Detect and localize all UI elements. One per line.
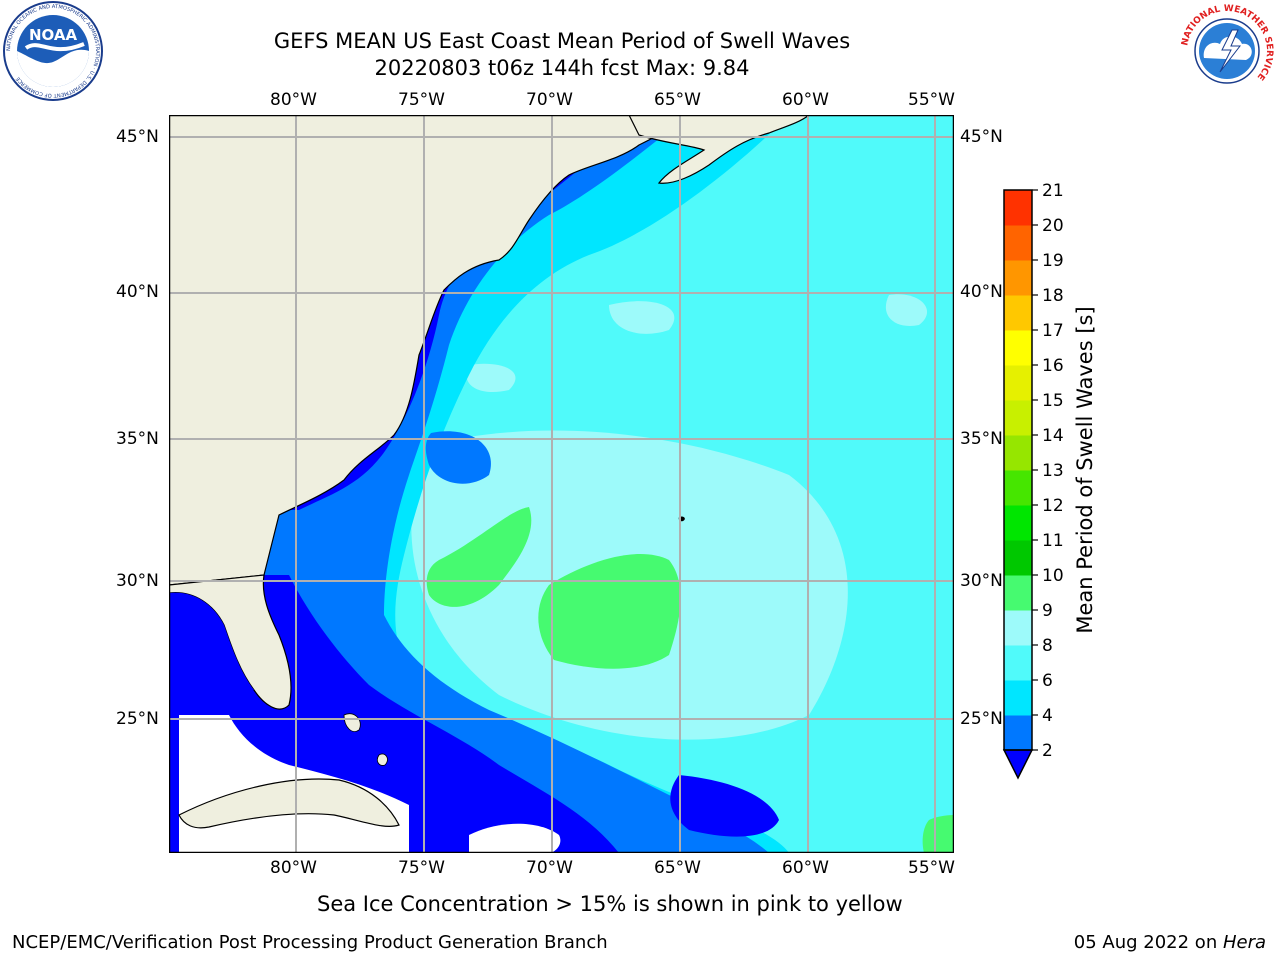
colorbar-band [1004, 295, 1032, 331]
colorbar-extend-triangle [1002, 749, 1034, 780]
lat-tick-left: 35°N [116, 429, 159, 449]
colorbar-band [1004, 400, 1032, 436]
lon-tick-bottom: 60°W [782, 858, 829, 878]
colorbar-tick-label: 2 [1042, 741, 1053, 761]
colorbar-band [1004, 610, 1032, 646]
lat-tick-left: 30°N [116, 571, 159, 591]
lat-tick-left: 40°N [116, 282, 159, 302]
noaa-logo-icon: NOAA NATIONAL OCEANIC AND ATMOSPHERIC AD… [3, 1, 103, 101]
map-graticule [169, 115, 954, 853]
ocean-4s-patch [425, 431, 491, 484]
colorbar-band [1004, 575, 1032, 611]
chart-subtitle: 20220803 t06z 144h fcst Max: 9.84 [374, 56, 750, 80]
ocean-9s-patch [609, 301, 675, 334]
colorbar-band [1004, 365, 1032, 401]
colorbar-tick-label: 16 [1042, 356, 1064, 376]
land-bahamas [377, 753, 388, 766]
colorbar-bands [1002, 189, 1034, 780]
lat-tick-left: 45°N [116, 127, 159, 147]
noaa-logo-text: NOAA [29, 26, 78, 44]
colorbar-tick-label: 19 [1042, 251, 1064, 271]
colorbar-band [1004, 645, 1032, 681]
colorbar-tick-label: 20 [1042, 216, 1064, 236]
colorbar-tick-label: 13 [1042, 461, 1064, 481]
colorbar-tick-label: 18 [1042, 286, 1064, 306]
land-nova-scotia [628, 115, 810, 184]
colorbar-band [1004, 330, 1032, 366]
colorbar-tick-label: 17 [1042, 321, 1064, 341]
nws-logo-icon: NATIONAL WEATHER SERVICE [1177, 1, 1277, 101]
colorbar-band [1004, 470, 1032, 506]
colorbar-band [1004, 505, 1032, 541]
masked-region [469, 823, 561, 853]
lon-tick-bottom: 70°W [526, 858, 573, 878]
lon-tick-top: 65°W [654, 90, 701, 110]
colorbar-band [1004, 680, 1032, 716]
colorbar-label: Mean Period of Swell Waves [s] [1073, 306, 1097, 634]
lon-tick-bottom: 55°W [908, 858, 955, 878]
map-border [169, 115, 954, 853]
colorbar-tick-label: 6 [1042, 671, 1053, 691]
ocean-10s-region [538, 554, 681, 669]
lat-tick-right: 40°N [960, 282, 1003, 302]
footer-right: 05 Aug 2022 on Hera [1074, 932, 1266, 954]
land-cuba [178, 778, 400, 829]
lon-tick-top: 70°W [526, 90, 573, 110]
sea-ice-note: Sea Ice Concentration > 15% is shown in … [317, 892, 903, 916]
colorbar-tick-label: 8 [1042, 636, 1053, 656]
colorbar-band [1004, 225, 1032, 261]
swell-period-map [169, 115, 954, 853]
lat-tick-right: 45°N [960, 127, 1003, 147]
colorbar-tick-label: 14 [1042, 426, 1064, 446]
colorbar-band [1004, 260, 1032, 296]
colorbar-tick-label: 15 [1042, 391, 1064, 411]
lat-tick-right: 30°N [960, 571, 1003, 591]
lon-tick-top: 60°W [782, 90, 829, 110]
colorbar-band [1004, 190, 1032, 226]
colorbar-tick-label: 12 [1042, 496, 1064, 516]
colorbar-tick-label: 11 [1042, 531, 1064, 551]
chart-title: GEFS MEAN US East Coast Mean Period of S… [273, 29, 851, 53]
land-us-east-coast [169, 115, 690, 586]
colorbar-tick-label: 10 [1042, 566, 1064, 586]
footer-host: Hera [1222, 932, 1266, 953]
colorbar: 2 4 6 8 9 10 11 12 13 14 15 16 17 18 19 20 21 [1002, 181, 1064, 780]
colorbar-tick-label: 4 [1042, 706, 1053, 726]
lon-tick-top: 55°W [908, 90, 955, 110]
ocean-9s-patch [466, 363, 516, 393]
footer-date: 05 Aug 2022 on [1073, 932, 1223, 953]
lon-tick-bottom: 65°W [654, 858, 701, 878]
gulf-2s-region [169, 592, 254, 690]
lon-tick-bottom: 75°W [398, 858, 445, 878]
lat-tick-left: 25°N [116, 709, 159, 729]
lon-tick-top: 75°W [398, 90, 445, 110]
ocean-2s-patch [670, 775, 779, 837]
colorbar-tick-label: 21 [1042, 181, 1064, 201]
lon-tick-bottom: 80°W [270, 858, 317, 878]
lat-tick-right: 35°N [960, 429, 1003, 449]
lon-tick-top: 80°W [270, 90, 317, 110]
colorbar-band [1004, 540, 1032, 576]
ocean-9s-patch [885, 294, 928, 326]
colorbar-tick-label: 9 [1042, 601, 1053, 621]
ocean-10s-patch [922, 815, 954, 853]
colorbar-band [1004, 435, 1032, 471]
colorbar-tick-labels: 2 4 6 8 9 10 11 12 13 14 15 16 17 18 19 20 21 [1032, 181, 1064, 761]
lat-tick-right: 25°N [960, 709, 1003, 729]
footer-left: NCEP/EMC/Verification Post Processing Pr… [12, 932, 608, 953]
colorbar-band [1004, 715, 1032, 751]
